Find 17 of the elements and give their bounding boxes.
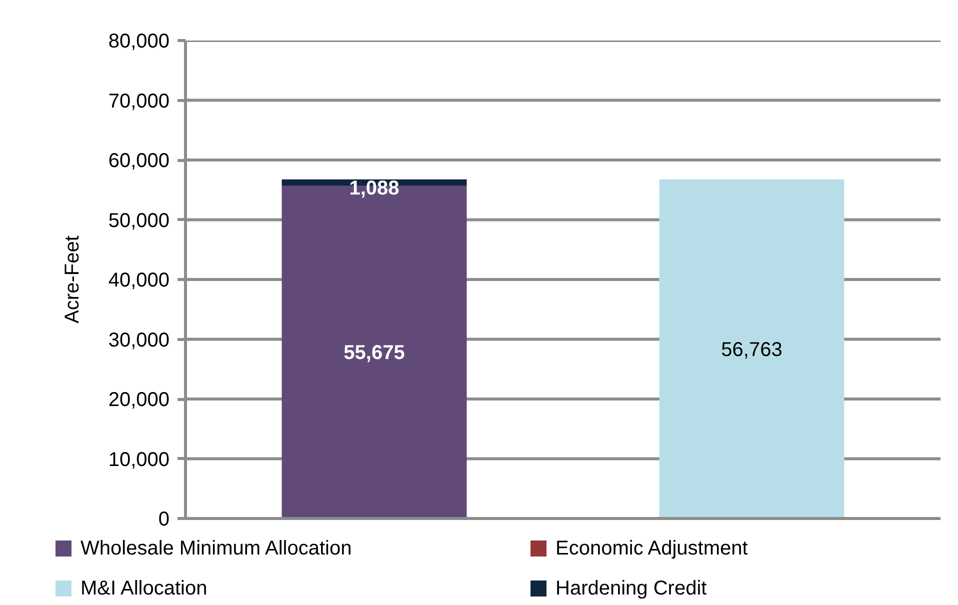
y-tick-label: 0 bbox=[158, 508, 170, 530]
data-label: 55,675 bbox=[344, 342, 405, 364]
legend-label: Wholesale Minimum Allocation bbox=[80, 538, 352, 560]
y-tick-label: 60,000 bbox=[108, 150, 170, 172]
y-tick-label: 80,000 bbox=[108, 30, 170, 52]
legend-label: Economic Adjustment bbox=[556, 538, 748, 560]
legend-label: Hardening Credit bbox=[556, 578, 708, 600]
legend-label: M&I Allocation bbox=[80, 578, 208, 600]
data-label: 56,763 bbox=[721, 338, 782, 361]
y-tick-label: 10,000 bbox=[108, 448, 170, 471]
data-label: 1,088 bbox=[349, 177, 400, 200]
y-axis-title: Acre-Feet bbox=[61, 235, 84, 324]
y-tick-label: 70,000 bbox=[108, 90, 170, 112]
y-tick-label: 30,000 bbox=[108, 329, 170, 352]
y-tick-label: 50,000 bbox=[108, 210, 170, 232]
y-tick-label: 40,000 bbox=[108, 270, 170, 292]
y-tick-label: 20,000 bbox=[108, 389, 170, 411]
